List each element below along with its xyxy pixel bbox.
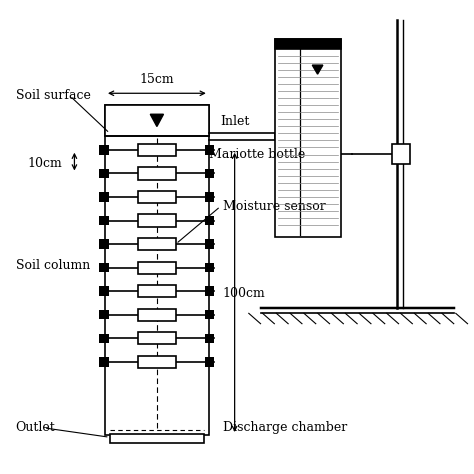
Polygon shape	[150, 114, 164, 127]
Bar	[105, 105, 209, 136]
Bar	[205, 286, 214, 296]
Bar	[100, 286, 109, 296]
Text: Inlet: Inlet	[220, 115, 250, 128]
Bar	[138, 238, 176, 250]
Bar	[138, 191, 176, 203]
Bar	[100, 216, 109, 225]
Text: Soil column: Soil column	[16, 259, 90, 272]
Text: 10cm: 10cm	[28, 157, 63, 171]
Text: Soil surface: Soil surface	[16, 89, 91, 102]
Bar	[100, 169, 109, 178]
Bar	[138, 262, 176, 274]
Bar	[100, 145, 109, 155]
Text: Moisture sensor: Moisture sensor	[223, 200, 326, 213]
Bar	[205, 310, 214, 319]
Bar	[392, 144, 410, 164]
Bar	[205, 216, 214, 225]
Bar	[100, 334, 109, 343]
Text: Outlet: Outlet	[16, 421, 55, 434]
Bar	[138, 309, 176, 321]
Bar	[138, 167, 176, 180]
Bar	[100, 263, 109, 273]
Bar	[205, 192, 214, 201]
Text: 15cm: 15cm	[139, 73, 174, 86]
Polygon shape	[312, 65, 323, 74]
Text: Discharge chamber: Discharge chamber	[223, 421, 347, 434]
Bar	[138, 144, 176, 156]
Text: 100cm: 100cm	[223, 287, 265, 300]
Bar	[205, 145, 214, 155]
Bar	[205, 263, 214, 273]
Bar	[138, 332, 176, 345]
Bar	[105, 105, 209, 435]
Bar	[205, 169, 214, 178]
Bar	[100, 239, 109, 249]
Bar	[100, 357, 109, 366]
Bar	[275, 39, 341, 237]
Bar	[275, 39, 341, 49]
Bar	[100, 310, 109, 319]
Bar	[205, 334, 214, 343]
Bar	[100, 192, 109, 201]
Bar	[138, 214, 176, 227]
Bar	[110, 434, 204, 443]
Bar	[138, 285, 176, 297]
Bar	[138, 356, 176, 368]
Bar	[205, 239, 214, 249]
Bar	[205, 357, 214, 366]
Text: Mariotte bottle: Mariotte bottle	[209, 148, 305, 161]
